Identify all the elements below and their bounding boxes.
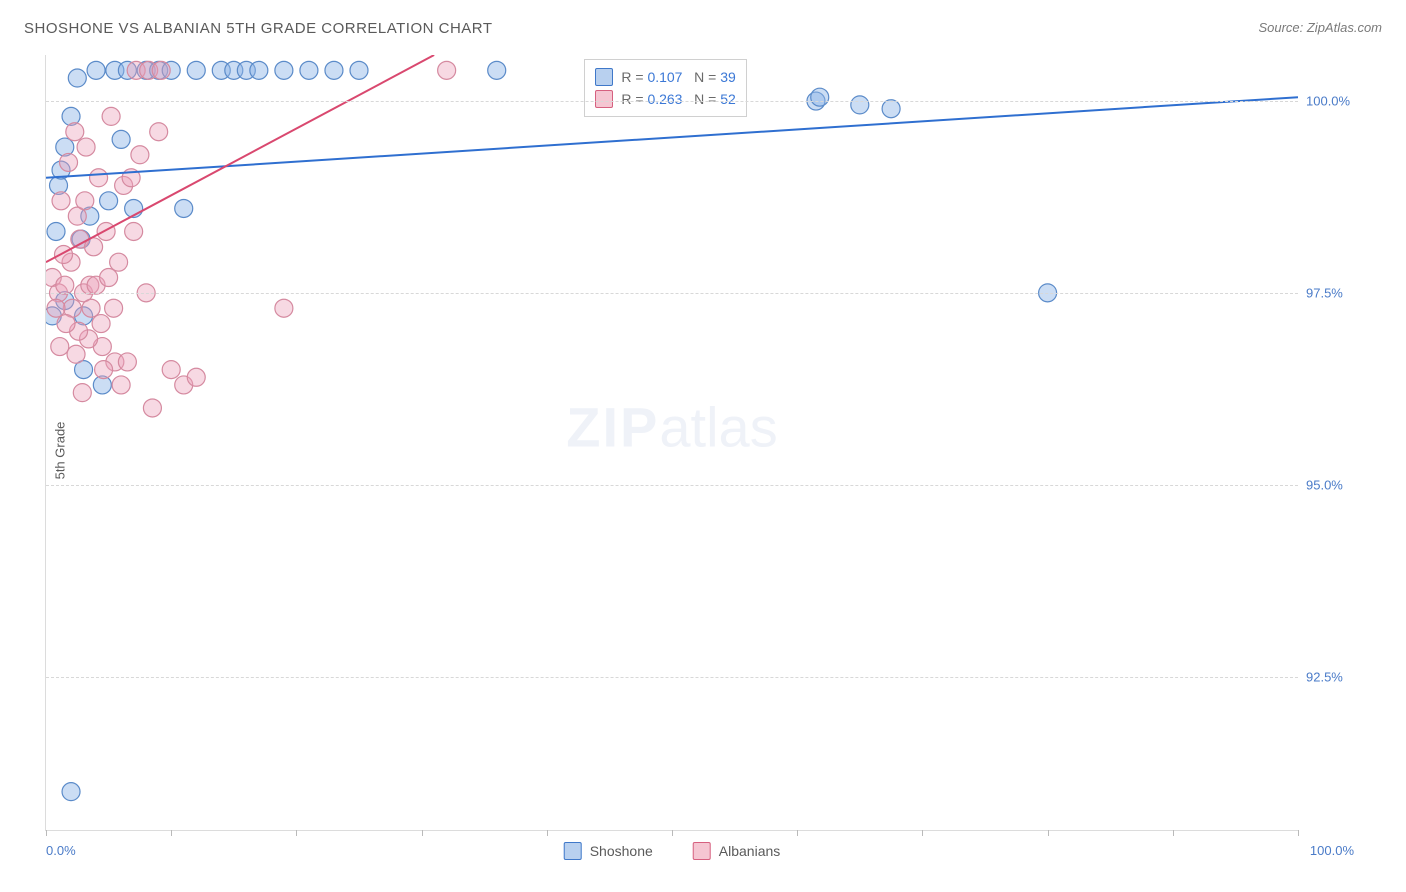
chart-svg — [46, 55, 1298, 830]
x-axis-min-label: 0.0% — [46, 843, 76, 858]
legend-swatch — [564, 842, 582, 860]
x-tick — [46, 830, 47, 836]
legend-stat-row: R = 0.263 N = 52 — [595, 88, 735, 110]
y-tick-label: 100.0% — [1306, 94, 1386, 109]
legend-swatch — [595, 90, 613, 108]
legend-item: Shoshone — [564, 842, 653, 860]
y-tick-label: 97.5% — [1306, 285, 1386, 300]
x-tick — [1048, 830, 1049, 836]
x-tick — [296, 830, 297, 836]
legend-stat-row: R = 0.107 N = 39 — [595, 66, 735, 88]
chart-source: Source: ZipAtlas.com — [1258, 20, 1382, 35]
legend-series: Shoshone Albanians — [564, 842, 781, 860]
chart-container: SHOSHONE VS ALBANIAN 5TH GRADE CORRELATI… — [0, 0, 1406, 892]
x-axis-max-label: 100.0% — [1310, 843, 1354, 858]
legend-item: Albanians — [693, 842, 781, 860]
legend-swatch — [693, 842, 711, 860]
x-tick — [1173, 830, 1174, 836]
chart-title: SHOSHONE VS ALBANIAN 5TH GRADE CORRELATI… — [24, 20, 493, 37]
gridline — [46, 293, 1298, 294]
gridline — [46, 485, 1298, 486]
gridline — [46, 677, 1298, 678]
y-tick-label: 95.0% — [1306, 477, 1386, 492]
x-tick — [171, 830, 172, 836]
x-tick — [547, 830, 548, 836]
plot-area: 5th Grade ZIPatlas R = 0.107 N = 39R = 0… — [45, 55, 1298, 831]
legend-stats: R = 0.107 N = 39R = 0.263 N = 52 — [584, 59, 746, 117]
x-tick — [422, 830, 423, 836]
legend-label: Shoshone — [590, 843, 653, 859]
legend-label: Albanians — [719, 843, 781, 859]
legend-stat-text: R = 0.263 N = 52 — [621, 88, 735, 110]
legend-swatch — [595, 68, 613, 86]
gridline — [46, 101, 1298, 102]
x-tick — [1298, 830, 1299, 836]
y-tick-label: 92.5% — [1306, 669, 1386, 684]
x-tick — [797, 830, 798, 836]
legend-stat-text: R = 0.107 N = 39 — [621, 66, 735, 88]
y-axis-label: 5th Grade — [53, 421, 68, 479]
watermark: ZIPatlas — [566, 395, 777, 460]
x-tick — [922, 830, 923, 836]
x-tick — [672, 830, 673, 836]
